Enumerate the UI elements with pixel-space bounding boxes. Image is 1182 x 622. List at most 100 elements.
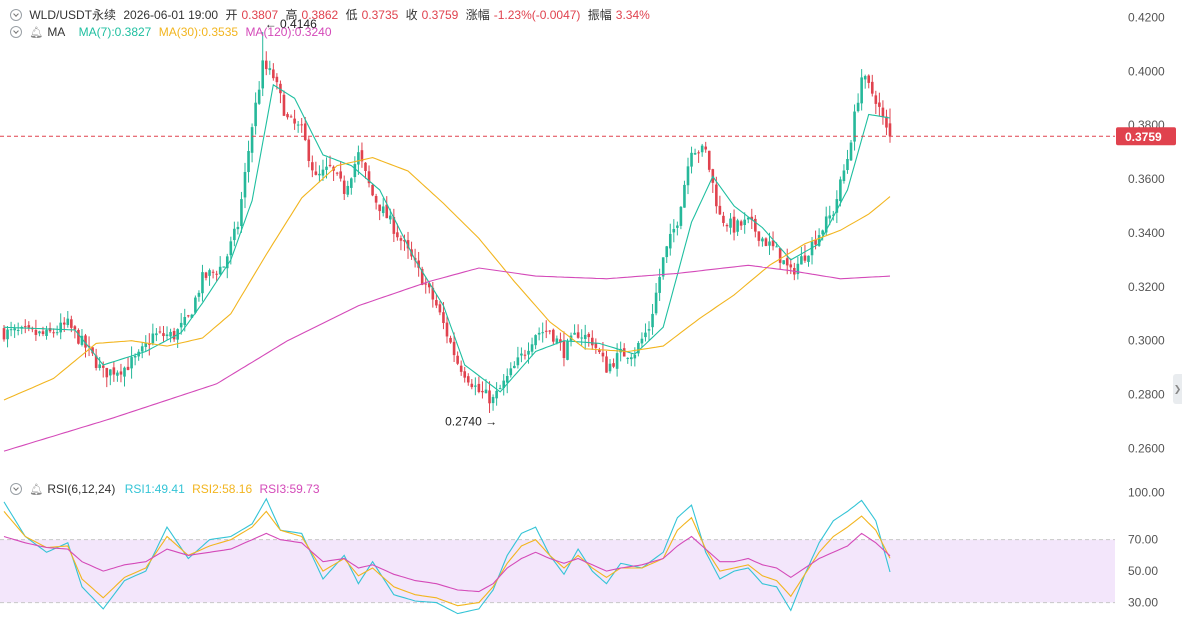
candle-body — [392, 216, 396, 234]
candle-body — [6, 329, 9, 340]
candle-body — [885, 116, 888, 128]
candle-body — [23, 326, 27, 328]
candle-body — [264, 60, 268, 70]
change-label: 涨幅 — [465, 8, 490, 22]
candle-body — [839, 179, 842, 202]
candle-body — [87, 345, 91, 347]
candle-body — [746, 217, 750, 220]
candle-body — [534, 335, 537, 346]
candle-body — [527, 350, 530, 355]
candle-body — [123, 367, 126, 377]
rsi-axis-tick: 30.00 — [1128, 596, 1158, 610]
candle-body — [658, 277, 661, 293]
current-price-tag — [1116, 127, 1176, 146]
candle-body — [233, 228, 236, 241]
rsi1-legend: RSI1:49.41 — [124, 482, 185, 496]
candle-body — [45, 329, 48, 336]
rsi-legend: 🔔︎ RSI(6,12,24) RSI1:49.41 RSI2:58.16 RSI… — [10, 481, 324, 496]
candle-body — [498, 388, 502, 390]
candle-body — [254, 102, 257, 127]
collapse-chevron-icon[interactable] — [10, 26, 22, 38]
candle-body — [842, 170, 846, 182]
candle-body — [856, 102, 860, 112]
rsi-axis-tick: 70.00 — [1128, 533, 1158, 547]
ma30-legend: MA(30):0.3535 — [158, 25, 239, 39]
candle-body — [417, 260, 420, 268]
candle-body — [481, 390, 484, 393]
candle-body — [523, 354, 527, 356]
candle-body — [73, 326, 77, 330]
candle-body — [385, 204, 389, 219]
candle-body — [229, 241, 233, 256]
rsi-axis-tick: 50.00 — [1128, 564, 1158, 578]
candle-body — [357, 152, 360, 165]
candle-body — [513, 365, 516, 369]
candle-body — [729, 218, 732, 228]
collapse-chevron-icon[interactable] — [10, 9, 22, 21]
candle-body — [119, 371, 123, 375]
candle-body — [743, 219, 746, 226]
candle-body — [768, 241, 771, 246]
amplitude-value: 3.34% — [615, 8, 650, 22]
candle-body — [364, 162, 367, 171]
candle-body — [456, 355, 459, 364]
bell-icon[interactable]: 🔔︎ — [29, 27, 44, 39]
candle-body — [66, 318, 70, 325]
candle-body — [665, 246, 669, 258]
candle-body — [520, 353, 523, 356]
candle-body — [828, 215, 832, 219]
datetime-label: 2026-06-01 19:00 — [123, 8, 219, 22]
high-value: 0.3862 — [301, 8, 339, 22]
candle-body — [732, 216, 736, 233]
candle-body — [222, 266, 226, 268]
candle-body — [750, 216, 754, 221]
bell-icon[interactable]: 🔔︎ — [29, 484, 44, 496]
candle-body — [654, 292, 658, 314]
candle-body — [449, 337, 452, 343]
candle-body — [261, 60, 265, 89]
price-axis-tick: 0.3200 — [1128, 280, 1165, 294]
expand-right-arrow-icon[interactable]: ❯ — [1173, 374, 1182, 404]
candle-body — [817, 235, 821, 246]
candle-body — [463, 371, 467, 378]
candle-body — [789, 264, 793, 268]
candle-body — [803, 255, 807, 261]
candle-body — [116, 372, 119, 376]
candle-body — [782, 260, 785, 265]
candle-body — [488, 390, 491, 404]
candle-body — [807, 255, 810, 262]
candle-body — [109, 369, 112, 376]
open-label: 开 — [225, 8, 238, 22]
candle-body — [339, 171, 342, 179]
candle-body — [466, 376, 470, 383]
candle-body — [34, 329, 38, 335]
candle-body — [775, 246, 778, 248]
candle-body — [16, 329, 20, 331]
candle-body — [236, 226, 240, 230]
candle-body — [637, 342, 640, 354]
candle-body — [541, 332, 544, 334]
candle-body — [399, 238, 403, 241]
candle-body — [165, 334, 169, 337]
candle-body — [201, 272, 204, 294]
candle-body — [70, 319, 73, 328]
candle-body — [849, 142, 853, 161]
candle-body — [126, 366, 130, 370]
candle-body — [98, 364, 101, 369]
candle-body — [502, 380, 506, 389]
candle-body — [77, 329, 80, 344]
candle-body — [530, 344, 534, 352]
candle-body — [190, 314, 194, 318]
candle-body — [566, 340, 569, 360]
high-label: 高 — [285, 8, 298, 22]
price-axis-tick: 0.2800 — [1128, 388, 1165, 402]
candle-body — [194, 297, 197, 313]
candle-body — [311, 162, 314, 171]
collapse-chevron-icon[interactable] — [10, 483, 22, 495]
candle-body — [598, 349, 601, 353]
candle-body — [172, 330, 176, 340]
low-label: 低 — [345, 8, 358, 22]
rsi-axis-tick: 100.00 — [1128, 486, 1165, 500]
